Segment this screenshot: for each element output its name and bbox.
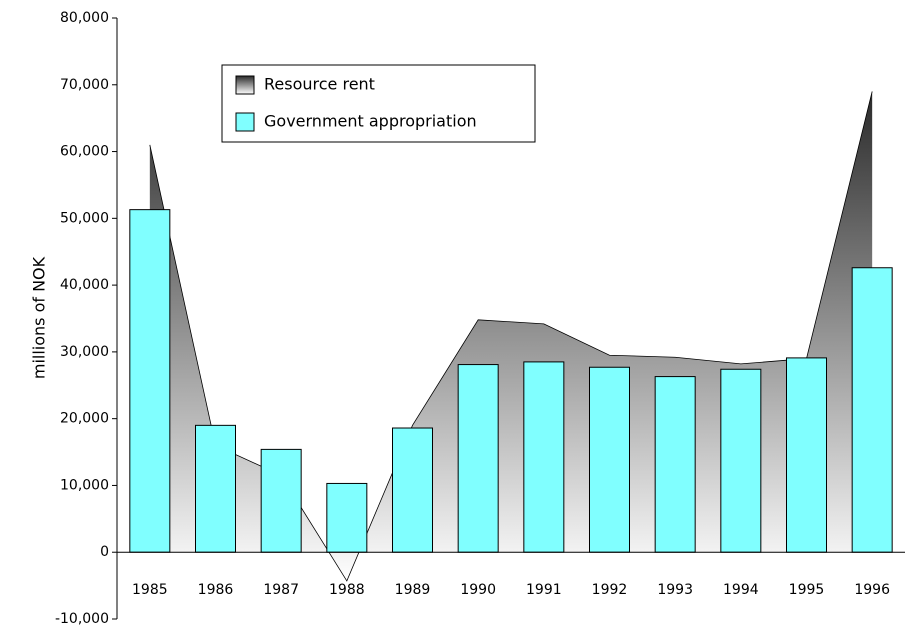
- bar: [851, 267, 893, 553]
- y-tick-label: 40,000: [60, 277, 109, 293]
- y-tick-label: 60,000: [60, 144, 109, 160]
- bar: [392, 427, 433, 553]
- y-axis-label: millions of NOK: [30, 256, 49, 379]
- x-tick-label: 1990: [460, 582, 496, 598]
- x-tick-label: 1995: [789, 582, 825, 598]
- bar: [786, 357, 827, 553]
- area: [149, 91, 873, 581]
- legend-box: [221, 64, 536, 143]
- bar: [720, 368, 762, 553]
- x-tick-label: 1986: [198, 582, 234, 598]
- bar: [523, 361, 565, 553]
- x-tick-label: 1989: [395, 582, 431, 598]
- legend-swatch: [235, 112, 255, 132]
- x-tick-label: 1991: [526, 582, 562, 598]
- x-tick-label: 1987: [263, 582, 299, 598]
- x-tick-label: 1985: [132, 582, 168, 598]
- bar: [326, 482, 368, 553]
- x-tick-label: 1993: [657, 582, 693, 598]
- y-tick-label: 80,000: [60, 10, 109, 26]
- y-tick-label: 10,000: [60, 477, 109, 493]
- legend-label: Resource rent: [264, 75, 375, 94]
- x-tick-label: 1988: [329, 582, 365, 598]
- bar: [260, 448, 302, 553]
- legend-swatch: [235, 75, 255, 95]
- bar: [195, 424, 236, 553]
- x-tick-label: 1994: [723, 582, 759, 598]
- y-tick-label: 50,000: [60, 210, 109, 226]
- bar: [654, 376, 696, 553]
- bar: [457, 364, 499, 553]
- x-tick-label: 1996: [854, 582, 890, 598]
- bar: [589, 366, 630, 553]
- y-tick-label: 20,000: [60, 411, 109, 427]
- x-tick-label: 1992: [592, 582, 628, 598]
- y-tick-label: 0: [100, 544, 109, 560]
- y-tick-label: 30,000: [60, 344, 109, 360]
- bar: [129, 209, 171, 553]
- legend-label: Government appropriation: [264, 112, 477, 131]
- y-tick-label: -10,000: [55, 611, 109, 626]
- y-tick-label: 70,000: [60, 77, 109, 93]
